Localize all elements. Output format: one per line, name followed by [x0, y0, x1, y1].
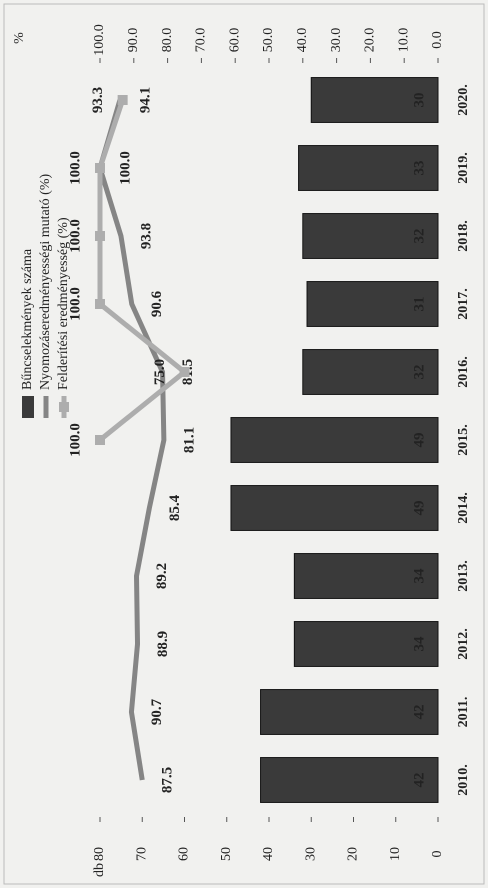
data-label: 90.6 [149, 290, 165, 317]
bar-label: 33 [411, 161, 427, 176]
y-tick-label: 80 [92, 847, 107, 861]
y-tick-label: 70 [134, 847, 149, 861]
y2-tick-label: 80.0 [160, 28, 175, 53]
y-tick-label: 60 [177, 847, 192, 861]
data-label: 100.0 [67, 219, 83, 253]
line [97, 99, 189, 442]
y2-tick-label: 100.0 [92, 24, 107, 56]
data-label: 100.0 [117, 151, 133, 185]
bar [260, 757, 439, 803]
data-label: 81.1 [181, 427, 197, 453]
bar-label: 49 [411, 433, 427, 448]
bar [298, 145, 439, 191]
data-label: 100.0 [67, 151, 83, 185]
legend-label: Felderítési eredményesség (%) [56, 217, 71, 390]
data-label: 88.9 [155, 631, 171, 657]
data-label: 100.0 [67, 287, 83, 321]
legend-swatch [22, 396, 34, 418]
data-label: 94.1 [137, 87, 153, 113]
y-tick-label: 50 [219, 847, 234, 861]
x-tick-label: 2018. [456, 220, 471, 252]
y-axis-label: db [92, 863, 107, 877]
bar [293, 621, 439, 667]
marker [95, 435, 105, 445]
x-tick-label: 2016. [456, 356, 471, 388]
x-tick-label: 2010. [456, 764, 471, 796]
data-label: 100.0 [67, 423, 83, 457]
y-tick-label: 10 [388, 847, 403, 861]
y2-tick-label: 10.0 [396, 28, 411, 53]
bar [260, 689, 439, 735]
y-tick-label: 40 [261, 847, 276, 861]
x-tick-label: 2013. [456, 560, 471, 592]
y-tick-label: 0 [430, 851, 445, 858]
marker [95, 299, 105, 309]
y2-axis-label: % [12, 32, 27, 44]
frame [3, 3, 485, 885]
legend-label: Bűncselekmények száma [20, 248, 35, 390]
bar-label: 32 [411, 229, 427, 244]
data-label: 85.4 [167, 494, 183, 521]
y2-tick-label: 60.0 [227, 28, 242, 53]
data-label: 93.8 [138, 223, 154, 249]
data-label: 93.3 [90, 87, 106, 113]
rotated-chart: db % 0 10 20 30 40 50 60 70 80 0.0 10.0 20.0 30.0 40.… [12, 24, 471, 877]
bar [302, 213, 439, 259]
legend-label: Nyomozáseredményességi mutató (%) [38, 174, 53, 390]
data-label: 87.5 [160, 767, 176, 793]
marker [95, 163, 105, 173]
marker [117, 95, 128, 105]
bar-label: 32 [411, 365, 427, 380]
x-tick-label: 2011. [456, 697, 471, 728]
y-tick-label: 30 [303, 847, 318, 861]
y2-tick-label: 50.0 [261, 28, 276, 53]
bar-label: 42 [411, 705, 427, 720]
bar [310, 77, 439, 123]
data-label: 90.7 [149, 698, 165, 725]
y2-tick-label: 30.0 [329, 28, 344, 53]
bar-label: 49 [411, 501, 427, 516]
y2-tick-label: 0.0 [430, 31, 445, 49]
marker [179, 367, 190, 377]
bar [302, 349, 439, 395]
y2-tick-label: 20.0 [363, 28, 378, 53]
y2-tick-label: 40.0 [295, 28, 310, 53]
x-tick-label: 2012. [456, 628, 471, 660]
bar-label: 31 [411, 297, 427, 312]
marker [95, 231, 105, 241]
bar-label: 30 [411, 93, 427, 108]
y2-tick-label: 70.0 [194, 28, 209, 53]
bar [230, 485, 439, 531]
bar-label: 42 [411, 773, 427, 788]
bar [306, 281, 439, 327]
bar [230, 417, 439, 463]
bar-label: 34 [411, 568, 427, 584]
line [97, 99, 167, 781]
x-tick-label: 2014. [456, 492, 471, 524]
y2-tick-label: 90.0 [126, 28, 141, 53]
x-tick-label: 2019. [456, 152, 471, 184]
legend-marker [59, 402, 69, 412]
y-tick-label: 20 [346, 847, 361, 861]
data-label: 75.0 [152, 359, 168, 385]
x-tick-label: 2020. [456, 84, 471, 116]
bar [293, 553, 439, 599]
bar-label: 34 [411, 636, 427, 652]
data-label: 89.2 [154, 563, 170, 589]
x-tick-label: 2017. [456, 288, 471, 320]
x-tick-label: 2015. [456, 424, 471, 456]
